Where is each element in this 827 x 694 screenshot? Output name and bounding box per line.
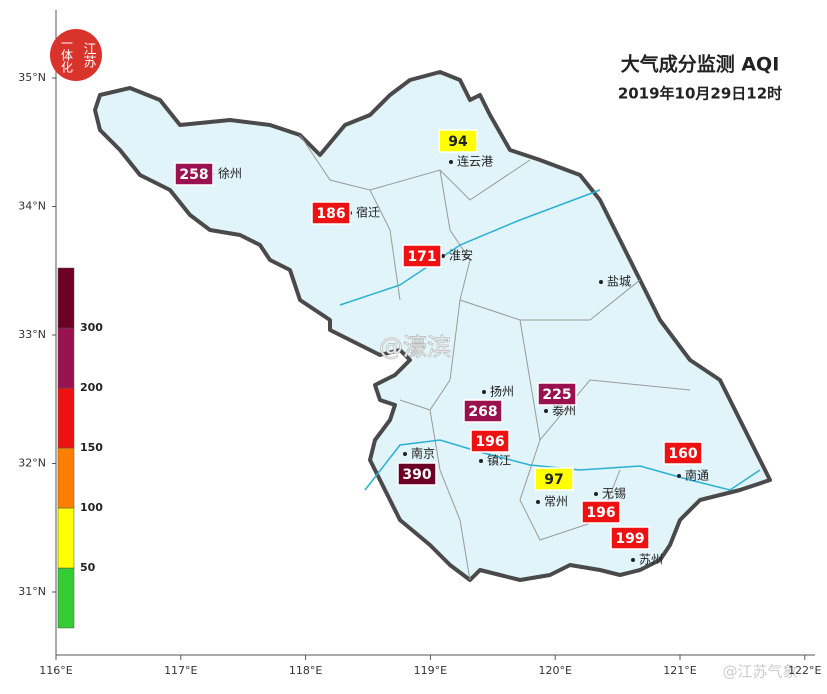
city-name: 常州 bbox=[544, 495, 568, 509]
aqi-value: 225 bbox=[542, 387, 571, 403]
logo-text: 江苏 bbox=[81, 42, 97, 68]
city-dot bbox=[594, 492, 598, 496]
legend-label: 150 bbox=[80, 441, 103, 454]
city-dot bbox=[536, 500, 540, 504]
logo: 江苏 一体化 bbox=[50, 29, 102, 81]
aqi-value: 268 bbox=[468, 404, 497, 420]
aqi-box bbox=[174, 162, 214, 186]
aqi-box bbox=[311, 201, 351, 225]
legend-swatch bbox=[57, 327, 75, 389]
lat-label: 34°N bbox=[18, 200, 46, 213]
lat-label: 33°N bbox=[18, 328, 46, 341]
city-dot bbox=[677, 474, 681, 478]
watermark: @濠滨 bbox=[379, 333, 451, 361]
city-name: 宿迁 bbox=[356, 205, 380, 220]
aqi-box bbox=[610, 526, 650, 550]
legend-label: 50 bbox=[80, 561, 96, 574]
aqi-value: 196 bbox=[475, 434, 504, 450]
aqi-box bbox=[581, 500, 621, 524]
lon-label: 121°E bbox=[663, 664, 696, 677]
city-name: 无锡 bbox=[602, 486, 626, 501]
city-name: 淮安 bbox=[449, 248, 473, 263]
city-name: 盐城 bbox=[607, 275, 631, 289]
legend-label: 100 bbox=[80, 501, 103, 514]
aqi-value: 97 bbox=[544, 472, 563, 488]
border bbox=[399, 299, 461, 411]
city-dot bbox=[544, 409, 548, 413]
lon-label: 117°E bbox=[164, 664, 197, 677]
lon-label: 122°E bbox=[788, 664, 821, 677]
city-name: 连云港 bbox=[457, 154, 493, 169]
city-dot bbox=[482, 390, 486, 394]
aqi-value: 94 bbox=[448, 134, 468, 150]
aqi-value: 196 bbox=[586, 505, 615, 521]
lon-label: 120°E bbox=[538, 664, 571, 677]
legend-swatch bbox=[57, 507, 75, 569]
aqi-box bbox=[463, 399, 503, 423]
subtitle: 2019年10月29日12时 bbox=[618, 85, 782, 103]
city-name: 徐州 bbox=[218, 166, 242, 181]
city-name: 泰州 bbox=[552, 404, 576, 418]
aqi-box bbox=[438, 129, 478, 153]
title: 大气成分监测 AQI bbox=[621, 53, 780, 76]
lon-label: 118°E bbox=[289, 664, 322, 677]
city-dot bbox=[479, 459, 483, 463]
lat-label: 35°N bbox=[18, 71, 46, 84]
border bbox=[369, 159, 531, 201]
city-name: 镇江 bbox=[487, 454, 511, 468]
aqi-value: 390 bbox=[402, 467, 431, 483]
city-name: 南通 bbox=[685, 468, 709, 483]
aqi-box bbox=[537, 382, 577, 406]
aqi-box bbox=[663, 441, 703, 465]
aqi-value: 160 bbox=[668, 446, 697, 462]
aqi-value: 258 bbox=[179, 167, 208, 183]
city-dot bbox=[403, 452, 407, 456]
logo-text: 一体化 bbox=[60, 37, 74, 74]
aqi-box bbox=[470, 429, 510, 453]
aqi-value: 199 bbox=[615, 531, 644, 547]
dynamic-layer: 35°N 34°N 33°N 32°N 31°N 116°E 117°E 118°E 119°E… bbox=[18, 71, 821, 677]
river bbox=[339, 189, 601, 306]
province-outline bbox=[93, 70, 772, 582]
city-dot bbox=[449, 160, 453, 164]
credit: @江苏气象 bbox=[722, 663, 797, 681]
aqi-value: 171 bbox=[407, 249, 436, 265]
aqi-box bbox=[397, 462, 437, 486]
aqi-box bbox=[534, 467, 574, 491]
city-name: 南京 bbox=[411, 446, 435, 461]
city-name: 苏州 bbox=[639, 553, 663, 567]
city-name: 扬州 bbox=[490, 384, 514, 399]
city-dot bbox=[441, 254, 445, 258]
lat-label: 32°N bbox=[18, 457, 46, 470]
legend-swatch bbox=[57, 567, 75, 629]
legend-swatch bbox=[57, 387, 75, 449]
lon-label: 119°E bbox=[414, 664, 447, 677]
legend-label: 300 bbox=[80, 321, 103, 334]
aqi-box bbox=[402, 244, 442, 268]
legend-swatch bbox=[57, 447, 75, 509]
lat-label: 31°N bbox=[18, 585, 46, 598]
legend-label: 200 bbox=[80, 381, 103, 394]
lon-label: 116°E bbox=[39, 664, 72, 677]
aqi-value: 186 bbox=[316, 206, 345, 222]
city-dot bbox=[631, 558, 635, 562]
city-dot bbox=[599, 280, 603, 284]
logo-seal bbox=[50, 29, 102, 81]
legend-swatch bbox=[57, 267, 75, 329]
